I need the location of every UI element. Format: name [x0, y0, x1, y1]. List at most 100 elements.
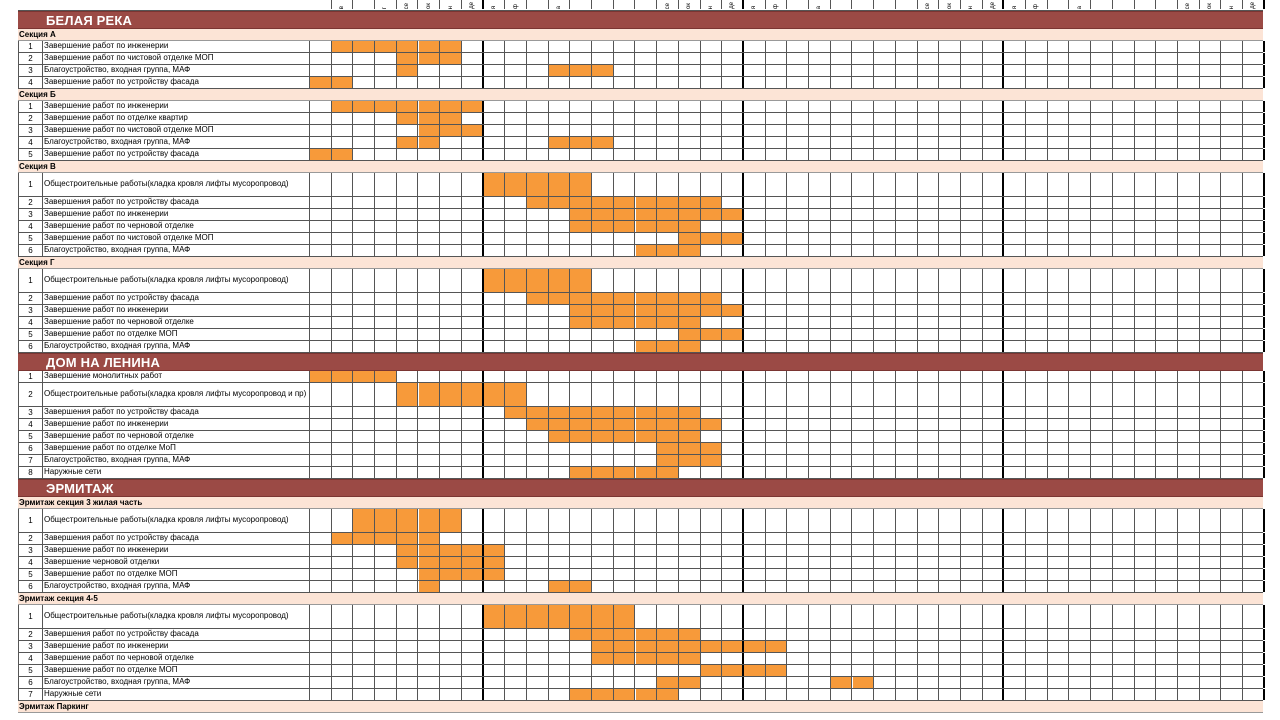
gantt-empty-cell [592, 509, 614, 532]
gantt-empty-cell [1026, 569, 1048, 580]
gantt-empty-cell [505, 329, 527, 340]
gantt-empty-cell [1243, 77, 1265, 88]
gantt-empty-cell [592, 41, 614, 52]
gantt-empty-cell [744, 101, 766, 112]
gantt-empty-cell [1156, 293, 1178, 304]
gantt-empty-cell [744, 431, 766, 442]
gantt-bar-cell [592, 419, 614, 430]
gantt-bar-cell [353, 41, 376, 52]
gantt-empty-cell [1221, 173, 1244, 196]
gantt-empty-cell [896, 569, 918, 580]
gantt-empty-cell [809, 137, 831, 148]
gantt-bar-cell [700, 329, 723, 340]
gantt-empty-cell [549, 557, 571, 568]
gantt-empty-cell [1135, 101, 1157, 112]
gantt-empty-cell [1091, 305, 1113, 316]
gantt-empty-cell [1113, 173, 1135, 196]
gantt-empty-cell [744, 689, 766, 700]
gantt-empty-cell [1243, 113, 1265, 124]
gantt-empty-cell [722, 53, 744, 64]
gantt-empty-cell [1091, 221, 1113, 232]
gantt-empty-cell [831, 329, 853, 340]
gantt-bar-cell [548, 293, 571, 304]
gantt-empty-cell [310, 197, 332, 208]
month-header-cell [1091, 0, 1113, 9]
task-row: 4 Завершение работ по инженерии [18, 419, 1265, 431]
gantt-empty-cell [419, 677, 441, 688]
gantt-empty-cell [1113, 125, 1135, 136]
gantt-empty-cell [939, 383, 961, 406]
gantt-empty-cell [831, 233, 853, 244]
gantt-empty-cell [831, 53, 853, 64]
gantt-empty-cell [1026, 233, 1048, 244]
gantt-empty-cell [440, 605, 462, 628]
task-name: Завершение работ по отделке МОП [43, 329, 310, 340]
gantt-empty-cell [549, 383, 571, 406]
gantt-empty-cell [614, 101, 636, 112]
month-header-cell [831, 0, 853, 9]
gantt-empty-cell [527, 677, 549, 688]
gantt-empty-cell [1135, 533, 1157, 544]
gantt-empty-cell [1221, 569, 1244, 580]
gantt-empty-cell [1156, 605, 1178, 628]
gantt-empty-cell [549, 545, 571, 556]
gantt-empty-cell [679, 557, 701, 568]
gantt-empty-cell [1070, 467, 1092, 478]
task-name: Завершение работ по инженерии [43, 101, 310, 112]
gantt-empty-cell [1200, 221, 1222, 232]
month-header-cell: де [1243, 0, 1265, 9]
gantt-empty-cell [527, 557, 549, 568]
gantt-empty-cell [1113, 407, 1135, 418]
gantt-empty-cell [397, 581, 419, 592]
gantt-empty-cell [440, 689, 462, 700]
gantt-empty-cell [722, 533, 744, 544]
gantt-empty-cell [1026, 467, 1048, 478]
gantt-empty-cell [1026, 245, 1048, 256]
gantt-empty-cell [419, 269, 441, 292]
gantt-empty-cell [1004, 689, 1027, 700]
month-header-label: я [1011, 5, 1018, 9]
gantt-bar-cell [592, 689, 614, 700]
gantt-empty-cell [1178, 569, 1200, 580]
gantt-empty-cell [1026, 125, 1048, 136]
gantt-bar-cell [483, 269, 506, 292]
gantt-empty-cell [310, 443, 332, 454]
gantt-bar-cell [657, 653, 679, 664]
gantt-empty-cell [961, 341, 983, 352]
gantt-empty-cell [831, 65, 853, 76]
gantt-empty-cell [853, 137, 875, 148]
month-header-cell [1048, 0, 1070, 9]
gantt-bar-cell [505, 173, 527, 196]
gantt-empty-cell [809, 383, 831, 406]
gantt-empty-cell [722, 221, 744, 232]
month-header-cell [787, 0, 810, 9]
gantt-empty-cell [766, 173, 788, 196]
gantt-bar-cell [613, 431, 636, 442]
gantt-empty-cell [1113, 245, 1135, 256]
task-name: Общестроительные работы(кладка кровля ли… [43, 269, 310, 292]
gantt-empty-cell [484, 209, 506, 220]
gantt-empty-cell [831, 245, 853, 256]
gantt-bar-cell [440, 509, 462, 532]
gantt-empty-cell [1135, 569, 1157, 580]
gantt-bar-cell [678, 641, 701, 652]
gantt-empty-cell [1156, 209, 1178, 220]
gantt-empty-cell [896, 137, 918, 148]
gantt-empty-cell [527, 689, 549, 700]
gantt-empty-cell [1243, 557, 1265, 568]
gantt-bar-cell [635, 197, 658, 208]
task-number: 4 [18, 221, 43, 232]
gantt-empty-cell [1135, 197, 1157, 208]
gantt-empty-cell [375, 221, 397, 232]
gantt-empty-cell [1091, 455, 1113, 466]
gantt-empty-cell [1135, 557, 1157, 568]
gantt-empty-cell [1221, 341, 1244, 352]
gantt-empty-cell [462, 233, 484, 244]
gantt-empty-cell [657, 113, 679, 124]
task-name: Благоустройство, входная группа, МАФ [43, 455, 310, 466]
gantt-empty-cell [1243, 455, 1265, 466]
gantt-bar-cell [678, 317, 701, 328]
section-header: Секция В [18, 161, 1263, 173]
gantt-empty-cell [874, 269, 896, 292]
gantt-empty-cell [1135, 209, 1157, 220]
